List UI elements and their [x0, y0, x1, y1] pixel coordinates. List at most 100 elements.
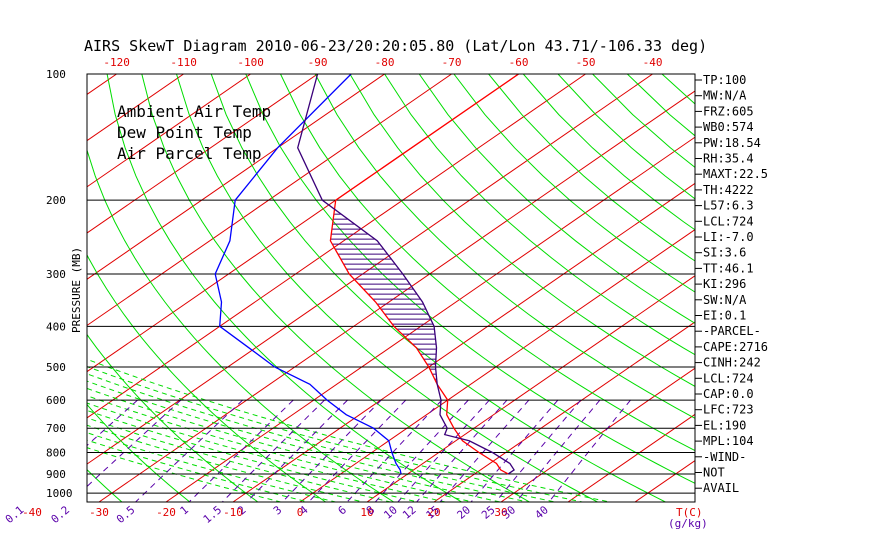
mixing-ratio-label: 1	[178, 503, 191, 517]
bottom-temp-unit: T(C)	[676, 506, 703, 519]
index-item: L57:6.3	[703, 199, 754, 213]
top-temp-tick-label: -120	[103, 56, 130, 69]
dry-adiabat-line	[522, 74, 695, 231]
bottom-temp-tick-label: 30	[494, 506, 507, 519]
index-item: PW:18.54	[703, 136, 761, 150]
dry-adiabat-line	[418, 74, 695, 324]
chart-title: AIRS SkewT Diagram 2010-06-23/20:20:05.8…	[84, 37, 707, 55]
dry-adiabat-line	[87, 148, 394, 502]
index-item: -WIND-	[703, 450, 746, 464]
index-item: LFC:723	[703, 403, 754, 417]
mixing-ratio-label: 12	[400, 503, 419, 521]
mixing-ratio-label: 1.5	[201, 503, 225, 526]
top-temp-tick-label: -90	[308, 56, 328, 69]
dry-adiabat-line	[87, 468, 123, 502]
mixing-ratio-label: 0.5	[114, 503, 138, 526]
index-item: NOT	[703, 466, 725, 480]
index-item: FRZ:605	[703, 104, 754, 118]
mixing-ratio-line	[495, 399, 582, 502]
mixing-ratio-line	[515, 399, 601, 502]
mixing-ratio-label: 6	[336, 503, 349, 517]
mixing-ratio-line	[548, 399, 631, 502]
dry-adiabat-line	[453, 74, 695, 293]
dry-adiabat-line	[314, 74, 695, 419]
isotherm-line	[165, 136, 695, 502]
bottom-temp-tick-label: -10	[223, 506, 243, 519]
index-item: TP:100	[703, 73, 746, 87]
dry-adiabat-line	[141, 74, 530, 502]
isotherm-line	[500, 367, 695, 502]
index-item: EL:190	[703, 418, 746, 432]
pressure-tick-label: 500	[46, 361, 66, 374]
pressure-tick-label: 300	[46, 268, 66, 281]
mixing-ratio-label: 20	[455, 503, 474, 521]
top-temp-tick-label: -100	[237, 56, 264, 69]
top-temp-tick-label: -40	[643, 56, 663, 69]
parcel-temp-line	[297, 74, 515, 475]
index-item: CAPE:2716	[703, 340, 768, 354]
top-temp-tick-label: -70	[442, 56, 462, 69]
legend-ambient: Ambient Air Temp	[117, 102, 271, 121]
legend-parcel: Air Parcel Temp	[117, 144, 262, 163]
dry-adiabat-line	[488, 74, 695, 262]
moist-adiabat-line	[87, 366, 583, 502]
index-item: LCL:724	[703, 371, 754, 385]
index-item: CINH:242	[703, 356, 761, 370]
legend-dewpoint: Dew Point Temp	[117, 123, 252, 142]
background-lines	[0, 74, 695, 502]
mixing-ratio-line	[221, 399, 325, 502]
top-temp-tick-label: -80	[375, 56, 395, 69]
bottom-temp-tick-label: -30	[89, 506, 109, 519]
isotherm-line	[87, 74, 385, 280]
isotherm-line	[98, 90, 695, 502]
top-temp-tick-label: -110	[170, 56, 197, 69]
pressure-tick-label: 600	[46, 394, 66, 407]
mixing-ratio-line	[308, 399, 407, 502]
pressure-tick-label: 1000	[46, 487, 73, 500]
pressure-tick-label: 100	[46, 68, 66, 81]
dry-adiabat-line	[280, 74, 695, 452]
mixing-ratio-label: 3	[271, 503, 284, 517]
index-item: KI:296	[703, 277, 746, 291]
mixing-ratio-line	[188, 399, 294, 502]
index-item: -PARCEL-	[703, 324, 761, 338]
index-item: TH:4222	[703, 183, 754, 197]
dry-adiabat-line	[349, 74, 695, 387]
moist-adiabat-line	[87, 380, 528, 502]
moist-adiabat-line	[87, 373, 556, 502]
pressure-tick-label: 400	[46, 320, 66, 333]
dry-adiabat-line	[245, 74, 695, 484]
dry-adiabat-line	[176, 74, 598, 502]
isotherm-line	[0, 74, 50, 502]
pressure-tick-label: 900	[46, 468, 66, 481]
index-item: SW:N/A	[703, 293, 747, 307]
mixing-ratio-line	[374, 399, 469, 502]
dry-adiabat-line	[0, 74, 54, 502]
isotherm-line	[87, 74, 117, 96]
index-item: TT:46.1	[703, 261, 754, 275]
mixing-ratio-line	[246, 399, 348, 502]
index-item: RH:35.4	[703, 152, 754, 166]
y-axis-label: PRESSURE (MB)	[70, 247, 83, 333]
pressure-tick-label: 800	[46, 447, 66, 460]
index-item: WB0:574	[703, 120, 754, 134]
index-item: MW:N/A	[703, 89, 747, 103]
moist-adiabat-line	[87, 402, 446, 502]
ambient-temp-line	[329, 74, 519, 475]
pressure-tick-label: 700	[46, 422, 66, 435]
isotherm-line	[87, 74, 251, 188]
isotherm-line	[366, 275, 695, 502]
isotherm-line	[87, 74, 452, 327]
dewpoint-line	[214, 74, 402, 475]
isotherm-line	[567, 413, 695, 502]
bottom-temp-tick-label: 0	[297, 506, 304, 519]
mixing-ratio-line	[416, 399, 508, 502]
isotherm-line	[87, 74, 586, 419]
top-temp-tick-label: -60	[509, 56, 529, 69]
mixing-ratio-label: 10	[381, 503, 400, 521]
mixing-ratio-line	[439, 399, 530, 502]
mixing-ratio-unit: (g/kg)	[668, 517, 708, 530]
mixing-ratio-label: 40	[532, 503, 551, 521]
